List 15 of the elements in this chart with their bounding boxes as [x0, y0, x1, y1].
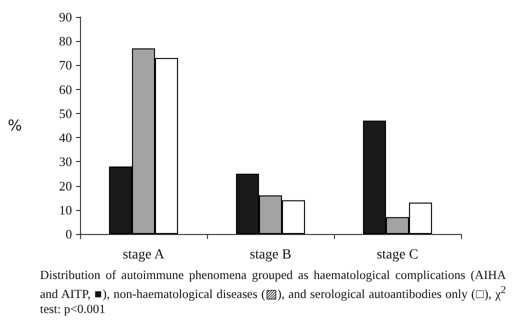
y-tick-label: 50: [59, 106, 72, 121]
y-tick-label: 40: [59, 130, 72, 146]
y-tick-label: 30: [59, 154, 72, 170]
y-axis-title: %: [8, 116, 22, 134]
y-tick-label: 90: [59, 10, 72, 24]
y-tick-label: 0: [66, 226, 72, 242]
y-tick-label: 20: [59, 178, 72, 194]
text: Distribution of autoimmune phenomena grouped as haematological complications (AIHA and AITP, ■), non-haematological diseases (▨), and serological autoantibodies only (□), χ$^{2}$ test: p<0.001: [40, 268, 506, 316]
y-tick-label: 10: [59, 202, 72, 218]
y-tick-label: 80: [59, 34, 72, 49]
y-tick-label: 60: [59, 82, 72, 97]
x-tick-label: stage C: [376, 248, 418, 262]
y-tick-label: 70: [59, 58, 72, 73]
x-tick-label: stage A: [122, 248, 166, 262]
x-tick-label: stage B: [250, 248, 292, 262]
